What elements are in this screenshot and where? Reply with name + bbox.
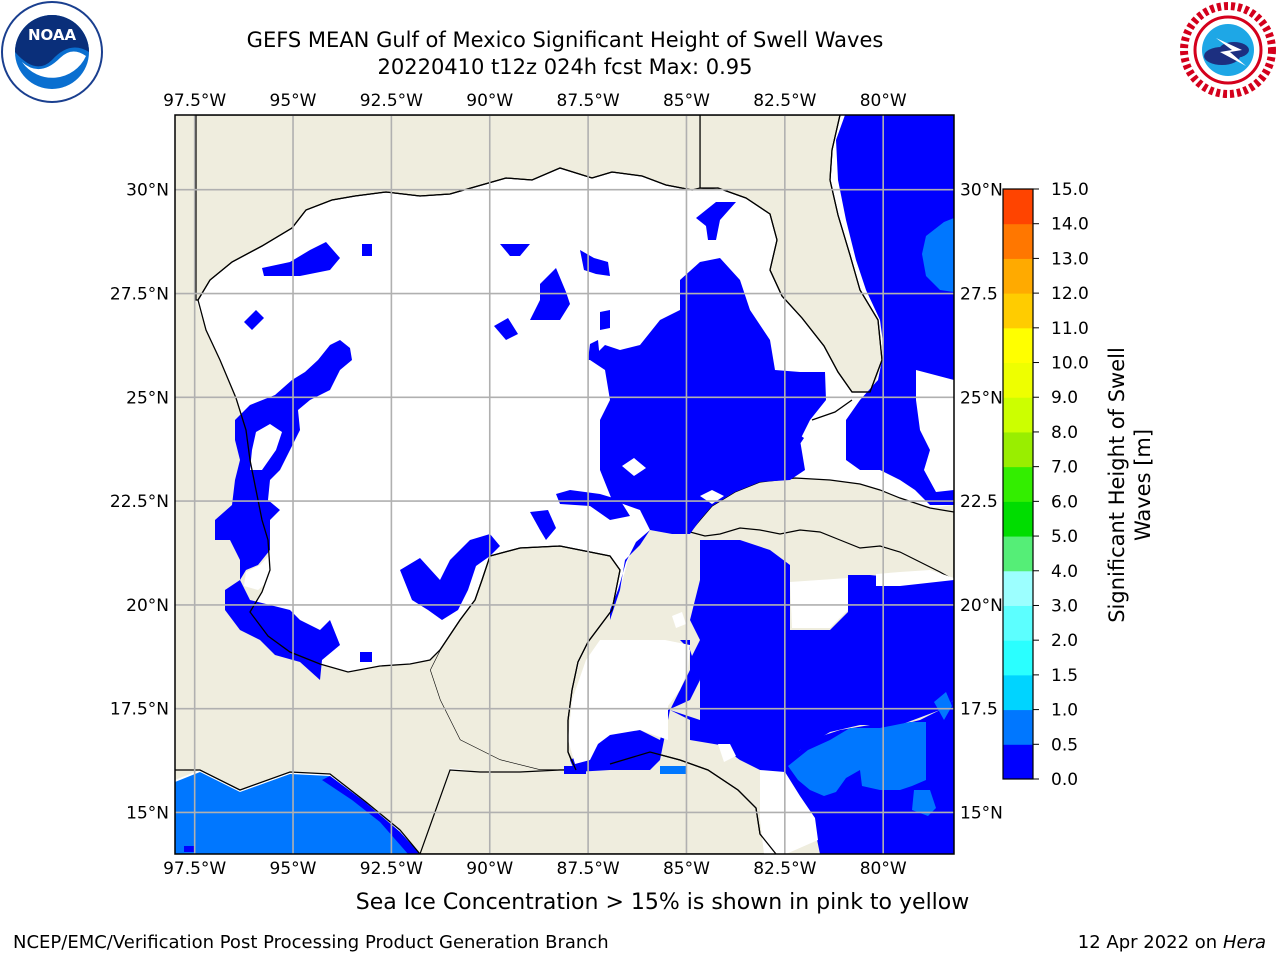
lon-label-bottom: 92.5°W [360,859,423,879]
colorbar-segment [1003,501,1033,537]
lon-label-bottom: 80°W [860,859,907,879]
lon-label-top: 85°W [663,91,710,111]
colorbar-tick-label: 9.0 [1051,388,1078,408]
colorbar-tick-label: 6.0 [1051,492,1078,512]
latitude-labels-left: 30°N 27.5°N 25°N 22.5°N 20°N 17.5°N 15°N [110,181,169,824]
colorbar-tick-label: 0.5 [1051,735,1078,755]
lat-label-left: 17.5°N [110,700,169,720]
colorbar-tick-label: 2.0 [1051,631,1078,651]
lon-label-bottom: 82.5°W [753,859,816,879]
colorbar-tick-label: 15.0 [1051,180,1089,200]
footer-credit: NCEP/EMC/Verification Post Processing Pr… [13,932,609,953]
colorbar-tick-label: 3.0 [1051,596,1078,616]
colorbar-segment [1003,640,1033,676]
lon-label-top: 90°W [466,91,513,111]
longitude-labels-bottom: 97.5°W 95°W 92.5°W 90°W 87.5°W 85°W 82.5°W 80°W [163,859,907,879]
footer-host: Hera [1222,932,1266,953]
colorbar-tick-label: 14.0 [1051,215,1089,235]
mexico-land [175,115,575,854]
map-title: GEFS MEAN Gulf of Mexico Significant Hei… [246,28,884,52]
map-frame [174,114,955,855]
lat-label-left: 20°N [126,596,169,616]
colorbar-segment [1003,293,1033,329]
colorbar-tick-label: 1.5 [1051,666,1078,686]
lat-label-right: 15°N [960,803,1003,823]
colorbar-tick-label: 12.0 [1051,284,1089,304]
lon-label-bottom: 87.5°W [557,859,620,879]
colorbar-segment [1003,362,1033,398]
lat-label-right: 22.5 [960,492,998,512]
colorbar-tick-label: 4.0 [1051,562,1078,582]
colorbar-tick-label: 11.0 [1051,319,1089,339]
colorbar-segment [1003,536,1033,572]
lat-label-left: 22.5°N [110,492,169,512]
colorbar-tick-label: 0.0 [1051,770,1078,790]
graticule [175,115,954,854]
swell-gaps [244,370,954,854]
nws-logo [1176,0,1280,108]
lon-label-bottom: 90°W [466,859,513,879]
colorbar-tick-label: 10.0 [1051,354,1089,374]
lat-label-left: 27.5°N [110,285,169,305]
map-subtitle: 20220410 t12z 024h fcst Max: 0.95 [377,55,753,79]
lon-label-top: 82.5°W [753,91,816,111]
footer-date-text: 12 Apr 2022 on [1077,932,1223,953]
lon-label-top: 97.5°W [163,91,226,111]
colorbar-label-line2: Waves [m] [1131,429,1155,541]
colorbar-tick-label: 7.0 [1051,458,1078,478]
colorbar-segment [1003,397,1033,433]
lat-label-right: 25°N [960,388,1003,408]
colorbar-tick-label: 5.0 [1051,527,1078,547]
lon-label-top: 80°W [860,91,907,111]
colorbar-segment [1003,674,1033,711]
lon-label-bottom: 95°W [270,859,317,879]
lat-label-right: 20°N [960,596,1003,616]
colorbar-segment [1003,570,1033,606]
colorbar-segment [1003,744,1033,780]
lon-label-bottom: 85°W [663,859,710,879]
colorbar-segment [1003,223,1033,259]
noaa-logo-text: NOAA [28,26,77,44]
lon-label-bottom: 97.5°W [163,859,226,879]
lat-label-right: 30°N [960,181,1003,201]
sea-ice-caption: Sea Ice Concentration > 15% is shown in … [355,890,970,915]
lat-label-left: 30°N [126,181,169,201]
colorbar-segment [1003,431,1033,468]
colorbar-tick-label: 13.0 [1051,249,1089,269]
map-plot-area [175,115,954,854]
colorbar-ticks: 0.0 0.5 1.0 1.5 2.0 3.0 4.0 5.0 6.0 7.0 8.0 9.0 10.0… [1033,180,1089,790]
colorbar-segment [1003,709,1033,745]
longitude-labels-top: 97.5°W 95°W 92.5°W 90°W 87.5°W 85°W 82.5°W 80°W [163,91,907,111]
pacific-swell-dark [322,776,420,854]
colorbar-tick-label: 8.0 [1051,423,1078,443]
latitude-labels-right: 30°N 27.5 25°N 22.5 20°N 17.5 15°N [960,181,1003,824]
colorbar-segment [1003,189,1033,225]
lat-label-left: 25°N [126,388,169,408]
colorbar-frame [1002,188,1034,780]
swell-mid-regions [184,218,954,852]
colorbar-label-line1: Significant Height of Swell [1105,347,1129,623]
colorbar-segment [1003,605,1033,641]
colorbar-segment [1003,466,1033,502]
lat-label-left: 15°N [126,803,169,823]
noaa-logo: NOAA [0,0,104,108]
colorbar-tick-label: 1.0 [1051,701,1078,721]
footer-date: 12 Apr 2022 on Hera [1078,932,1266,953]
lon-label-top: 92.5°W [360,91,423,111]
lon-label-top: 95°W [270,91,317,111]
colorbar-segment [1003,258,1033,294]
lat-label-right: 17.5 [960,700,998,720]
colorbar [1002,188,1034,780]
lat-label-right: 27.5 [960,285,998,305]
lon-label-top: 87.5°W [557,91,620,111]
colorbar-segment [1003,327,1033,364]
